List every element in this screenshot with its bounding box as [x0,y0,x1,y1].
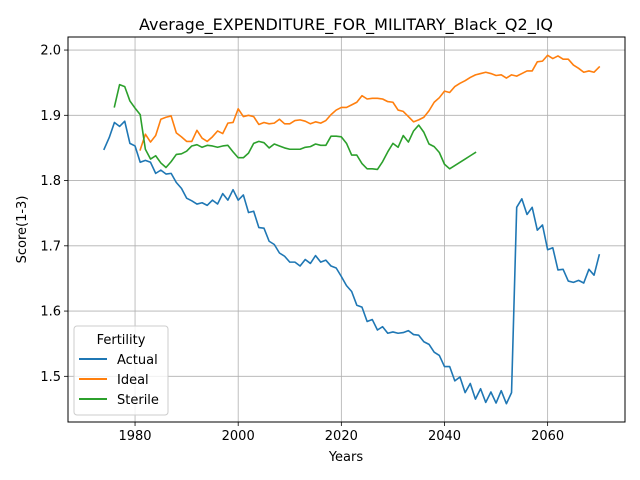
y-tick-label: 2.0 [40,44,61,59]
y-tick-label: 1.8 [40,174,61,189]
series-layer [103,54,601,405]
x-tick-label: 2000 [222,429,255,444]
y-axis-label: Score(1-3) [15,196,30,264]
series-line-ideal [139,54,601,151]
legend-label-actual: Actual [117,353,158,368]
legend: Fertility Actual Ideal Sterile [73,325,169,416]
legend-title: Fertility [97,333,146,348]
x-tick-label: 1980 [118,429,151,444]
y-tick-label: 1.7 [40,239,61,254]
grid-layer [68,37,625,422]
legend-label-sterile: Sterile [117,393,159,408]
legend-box [73,325,169,416]
y-tick-label: 1.5 [40,370,61,385]
y-tick-label: 1.6 [40,305,61,320]
legend-label-ideal: Ideal [117,373,149,388]
y-tick-label: 1.9 [40,109,61,124]
tick-layer: 1980 2000 2020 2040 2060 1.5 1.6 1.7 1.8 1.9 2.0 [40,44,564,444]
chart-title: Average_EXPENDITURE_FOR_MILITARY_Black_Q… [139,15,553,35]
x-axis-label: Years [328,450,364,465]
series-line-sterile [113,83,477,171]
x-tick-label: 2040 [428,429,461,444]
series-line-actual [103,120,601,405]
plot-frame [67,36,626,423]
x-tick-label: 2060 [531,429,564,444]
x-tick-label: 2020 [325,429,358,444]
